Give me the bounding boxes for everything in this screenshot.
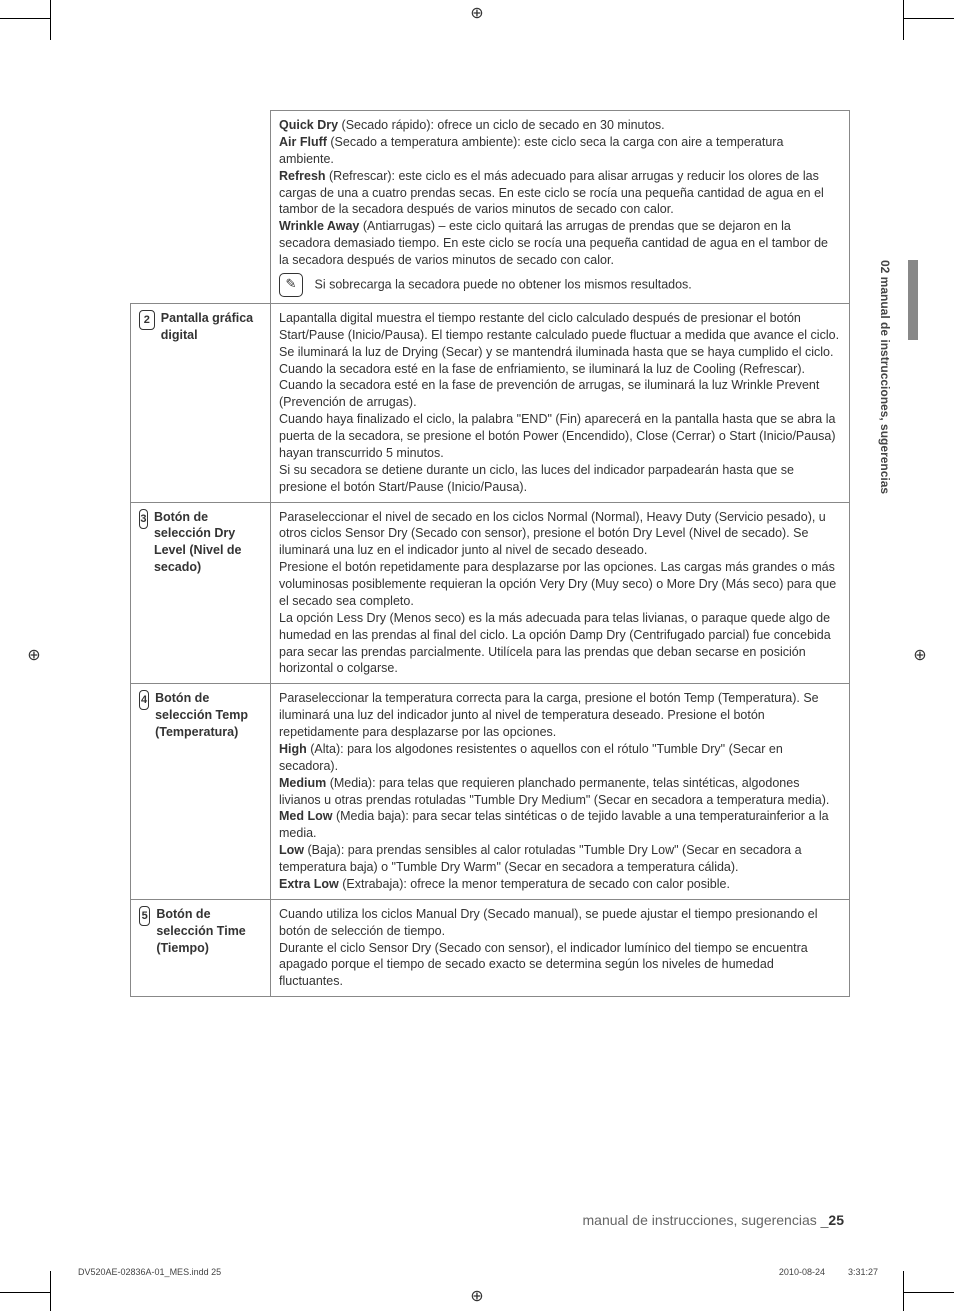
registration-mark-icon: ⊕	[469, 6, 485, 22]
crop-mark	[903, 0, 904, 40]
step-number-badge: 3	[139, 509, 148, 529]
row-label: Pantalla gráfica digital	[161, 310, 262, 344]
row-label-cell: 5 Botón de selección Time (Tiempo)	[131, 899, 271, 996]
row-label-cell: 2 Pantalla gráfica digital	[131, 303, 271, 502]
row-label: Botón de selección Dry Level (Nivel de s…	[154, 509, 262, 577]
imprint-filename: DV520AE-02836A-01_MES.indd 25	[78, 1267, 221, 1277]
paragraph: Durante el ciclo Sensor Dry (Secado con …	[279, 940, 841, 991]
paragraph: Paraseleccionar la temperatura correcta …	[279, 690, 841, 741]
crop-mark	[0, 18, 50, 19]
temp-extralow: Extra Low (Extrabaja): ofrece la menor t…	[279, 876, 841, 893]
row-content-cell: Paraseleccionar la temperatura correcta …	[271, 684, 850, 900]
registration-mark-icon: ⊕	[26, 648, 42, 664]
table-row: 4 Botón de selección Temp (Temperatura) …	[131, 684, 850, 900]
note-text: Si sobrecarga la secadora puede no obten…	[314, 277, 691, 291]
crop-mark	[904, 18, 954, 19]
cycle-quickdry: Quick Dry (Secado rápido): ofrece un cic…	[279, 117, 841, 134]
row-content-cell: Cuando utiliza los ciclos Manual Dry (Se…	[271, 899, 850, 996]
page-number: 25	[828, 1212, 844, 1228]
paragraph: La opción Less Dry (Menos seco) es la má…	[279, 610, 841, 678]
crop-mark	[903, 1271, 904, 1311]
row-label-cell	[131, 111, 271, 304]
paragraph: Si su secadora se detiene durante un cic…	[279, 462, 841, 496]
row-content-cell: Paraseleccionar el nivel de secado en lo…	[271, 502, 850, 684]
cycle-wrinkleaway: Wrinkle Away (Antiarrugas) – este ciclo …	[279, 218, 841, 269]
content-area: Quick Dry (Secado rápido): ofrece un cic…	[130, 110, 850, 997]
imprint-timestamp: 2010-08-24 3:31:27	[779, 1267, 878, 1277]
page: ⊕ ⊕ ⊕ ⊕ 02 manual de instrucciones, suge…	[0, 0, 954, 1311]
note-icon: ✎	[279, 273, 303, 297]
footer: manual de instrucciones, sugerencias _25	[583, 1212, 845, 1228]
row-label-cell: 4 Botón de selección Temp (Temperatura)	[131, 684, 271, 900]
temp-medium: Medium (Media): para telas que requieren…	[279, 775, 841, 809]
paragraph: Cuando utiliza los ciclos Manual Dry (Se…	[279, 906, 841, 940]
temp-low: Low (Baja): para prendas sensibles al ca…	[279, 842, 841, 876]
step-number-badge: 5	[139, 906, 150, 926]
section-tab-label: 02 manual de instrucciones, sugerencias	[878, 260, 892, 560]
footer-text: manual de instrucciones, sugerencias _	[583, 1212, 829, 1228]
row-label: Botón de selección Temp (Temperatura)	[155, 690, 262, 741]
row-label: Botón de selección Time (Tiempo)	[156, 906, 262, 957]
paragraph: Presione el botón repetidamente para des…	[279, 559, 841, 610]
paragraph: Se iluminará la luz de Drying (Secar) y …	[279, 344, 841, 361]
table-row: Quick Dry (Secado rápido): ofrece un cic…	[131, 111, 850, 304]
step-number-badge: 4	[139, 690, 149, 710]
crop-mark	[904, 1292, 954, 1293]
row-content-cell: Quick Dry (Secado rápido): ofrece un cic…	[271, 111, 850, 304]
note-row: ✎ Si sobrecarga la secadora puede no obt…	[279, 273, 841, 297]
paragraph: Lapantalla digital muestra el tiempo res…	[279, 310, 841, 344]
paragraph: Cuando haya finalizado el ciclo, la pala…	[279, 411, 841, 462]
row-content-cell: Lapantalla digital muestra el tiempo res…	[271, 303, 850, 502]
paragraph: Cuando la secadora esté en la fase de pr…	[279, 377, 841, 411]
section-tab: 02 manual de instrucciones, sugerencias	[878, 260, 900, 640]
step-number-badge: 2	[139, 310, 155, 330]
paragraph: Paraseleccionar el nivel de secado en lo…	[279, 509, 841, 560]
row-label-cell: 3 Botón de selección Dry Level (Nivel de…	[131, 502, 271, 684]
table-row: 5 Botón de selección Time (Tiempo) Cuand…	[131, 899, 850, 996]
cycle-airfluff: Air Fluff (Secado a temperatura ambiente…	[279, 134, 841, 168]
instruction-table: Quick Dry (Secado rápido): ofrece un cic…	[130, 110, 850, 997]
crop-mark	[50, 0, 51, 40]
temp-medlow: Med Low (Media baja): para secar telas s…	[279, 808, 841, 842]
paragraph: Cuando la secadora esté en la fase de en…	[279, 361, 841, 378]
table-row: 2 Pantalla gráfica digital Lapantalla di…	[131, 303, 850, 502]
cycle-refresh: Refresh (Refrescar): este ciclo es el má…	[279, 168, 841, 219]
registration-mark-icon: ⊕	[469, 1289, 485, 1305]
temp-high: High (Alta): para los algodones resisten…	[279, 741, 841, 775]
section-tab-bar	[908, 260, 918, 340]
table-row: 3 Botón de selección Dry Level (Nivel de…	[131, 502, 850, 684]
registration-mark-icon: ⊕	[912, 648, 928, 664]
crop-mark	[0, 1292, 50, 1293]
crop-mark	[50, 1271, 51, 1311]
